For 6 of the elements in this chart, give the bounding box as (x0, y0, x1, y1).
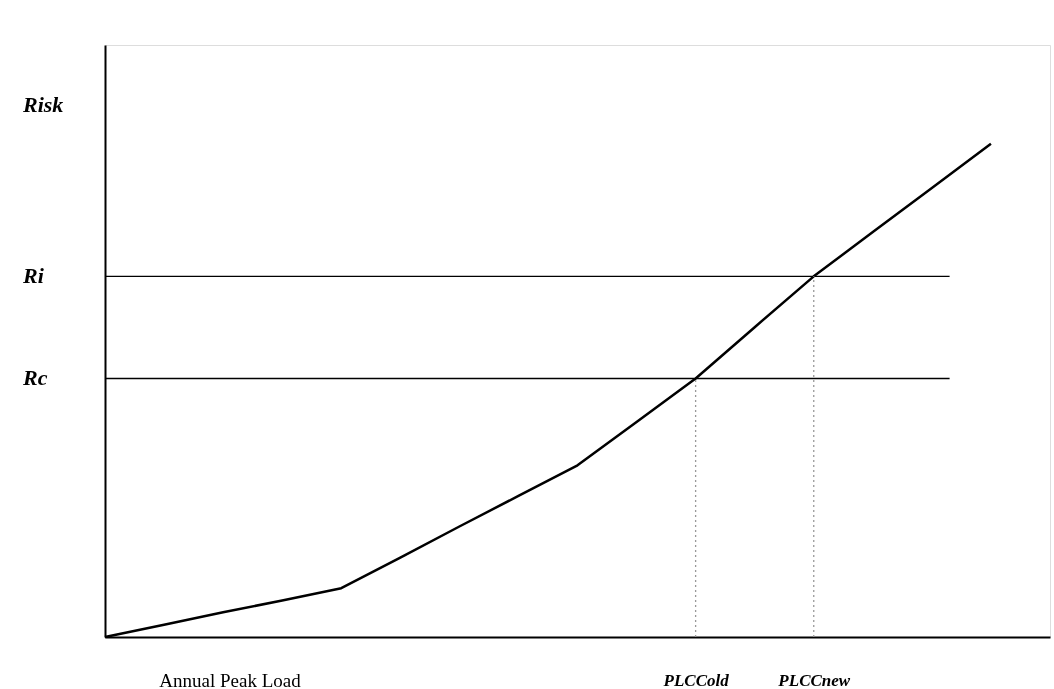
x-tick-label: PLCCold (662, 670, 730, 689)
ref-line-label: Ri (22, 263, 45, 289)
x-tick-label: PLCCnew (777, 670, 851, 689)
x-axis-title: Annual Peak Load (159, 670, 302, 689)
ref-line-label: Rc (22, 365, 48, 391)
y-axis-title: Risk (22, 92, 64, 117)
